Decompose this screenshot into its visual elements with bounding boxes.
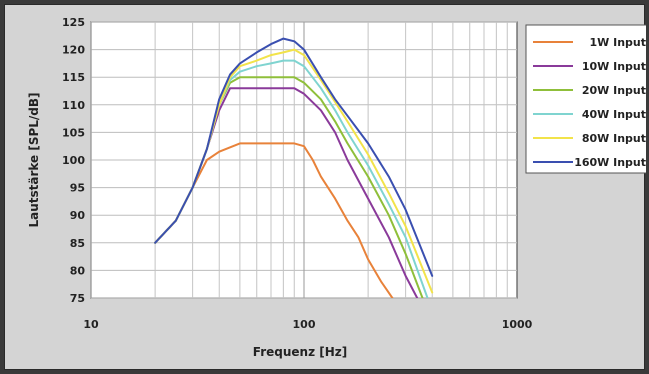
y-tick-label: 85 xyxy=(70,237,85,250)
series-line xyxy=(154,37,434,277)
legend: 1W Input 10W Input 20W Input 40W Input 80W I… xyxy=(525,24,646,174)
grid-lines xyxy=(90,21,517,299)
x-axis-title: Frequenz [Hz] xyxy=(253,345,347,359)
series-line xyxy=(154,142,394,298)
legend-label: 1W Input xyxy=(589,36,646,49)
y-tick-label: 115 xyxy=(62,71,85,84)
legend-label: 80W Input xyxy=(582,132,646,145)
x-tick-label: 1000 xyxy=(502,318,533,331)
legend-label: 40W Input xyxy=(582,108,646,121)
line-chart: 75 80 85 90 95 100 105 110 115 120 125 10 100 1000 Fr… xyxy=(27,16,646,359)
legend-label: 160W Input xyxy=(574,156,646,169)
series-lines xyxy=(154,37,434,298)
y-tick-label: 80 xyxy=(70,264,86,277)
x-tick-label: 100 xyxy=(293,318,316,331)
tick-labels: 75 80 85 90 95 100 105 110 115 120 125 10 100 1000 xyxy=(62,16,533,331)
y-tick-label: 75 xyxy=(70,292,85,305)
legend-label: 10W Input xyxy=(582,60,646,73)
y-tick-label: 95 xyxy=(70,182,85,195)
y-tick-label: 100 xyxy=(62,154,85,167)
x-tick-label: 10 xyxy=(83,318,99,331)
y-tick-label: 120 xyxy=(62,44,85,57)
legend-label: 20W Input xyxy=(582,84,646,97)
y-tick-label: 125 xyxy=(62,16,85,29)
y-axis-title: Lautstärke [SPL/dB] xyxy=(27,92,41,227)
y-tick-label: 110 xyxy=(62,99,85,112)
y-tick-label: 90 xyxy=(70,209,86,222)
y-tick-label: 105 xyxy=(62,126,85,139)
chart-frame: 75 80 85 90 95 100 105 110 115 120 125 10 100 1000 Fr… xyxy=(4,4,646,370)
legend-box xyxy=(525,24,646,174)
